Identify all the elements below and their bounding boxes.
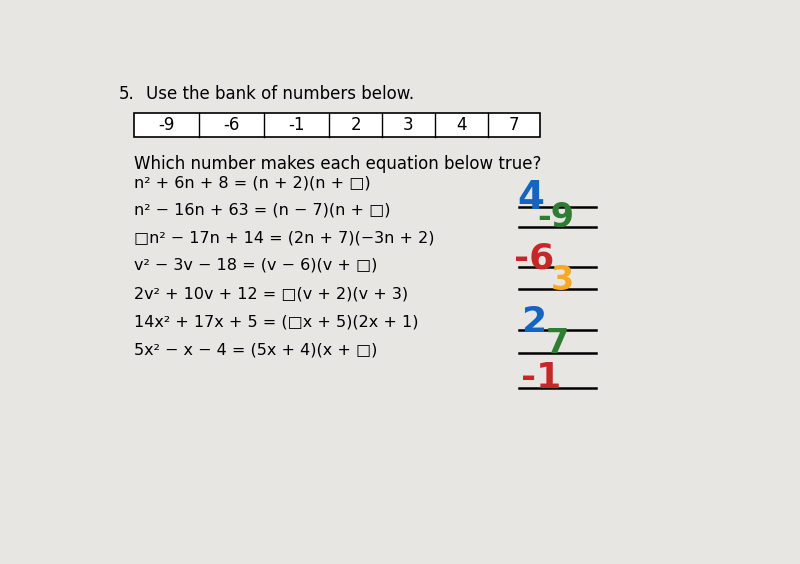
Text: 4: 4 (518, 179, 544, 217)
Text: Which number makes each equation below true?: Which number makes each equation below t… (134, 155, 542, 173)
Text: -1: -1 (522, 361, 562, 395)
Text: n² − 16n + 63 = (n − 7)(n + □): n² − 16n + 63 = (n − 7)(n + □) (134, 202, 390, 218)
Text: 3: 3 (403, 116, 414, 134)
Text: 7: 7 (509, 116, 519, 134)
Text: 2: 2 (350, 116, 361, 134)
Text: n² + 6n + 8 = (n + 2)(n + □): n² + 6n + 8 = (n + 2)(n + □) (134, 175, 370, 190)
Text: 5x² − x − 4 = (5x + 4)(x + □): 5x² − x − 4 = (5x + 4)(x + □) (134, 342, 378, 358)
Text: -1: -1 (289, 116, 305, 134)
Text: v² − 3v − 18 = (v − 6)(v + □): v² − 3v − 18 = (v − 6)(v + □) (134, 258, 378, 273)
Text: 2v² + 10v + 12 = □(v + 2)(v + 3): 2v² + 10v + 12 = □(v + 2)(v + 3) (134, 286, 408, 301)
Text: 7: 7 (546, 327, 569, 360)
Text: □n² − 17n + 14 = (2n + 7)(−3n + 2): □n² − 17n + 14 = (2n + 7)(−3n + 2) (134, 231, 434, 245)
Text: 5.: 5. (118, 85, 134, 103)
Text: 4: 4 (456, 116, 466, 134)
Text: -9: -9 (158, 116, 175, 134)
Text: 2: 2 (522, 305, 546, 339)
Text: 14x² + 17x + 5 = (□x + 5)(2x + 1): 14x² + 17x + 5 = (□x + 5)(2x + 1) (134, 314, 418, 329)
Text: -6: -6 (514, 242, 554, 276)
Text: Use the bank of numbers below.: Use the bank of numbers below. (146, 85, 414, 103)
Text: -9: -9 (538, 201, 574, 234)
Text: 3: 3 (550, 264, 574, 297)
Text: -6: -6 (223, 116, 240, 134)
Bar (134, 113, 540, 137)
